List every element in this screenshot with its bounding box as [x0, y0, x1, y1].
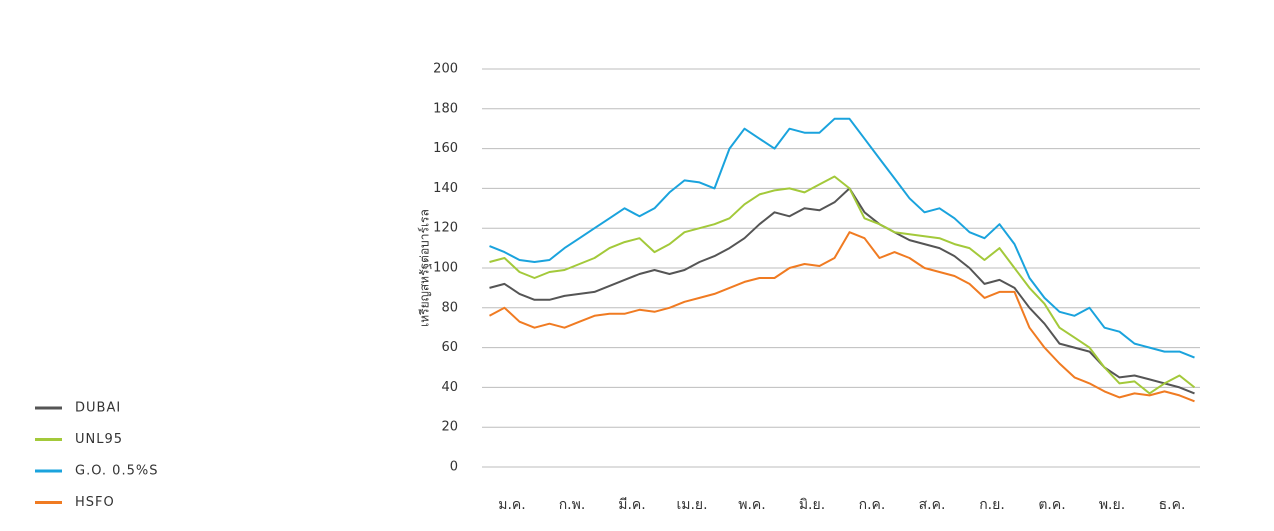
y-tick-label: 200 — [433, 62, 458, 77]
y-tick-label: 100 — [433, 261, 458, 276]
x-tick-label: มิ.ย. — [799, 497, 825, 513]
x-tick-label: ก.ค. — [859, 497, 886, 513]
y-tick-label: 120 — [433, 221, 458, 236]
x-tick-label: มี.ค. — [618, 497, 646, 513]
series-line — [489, 175, 1196, 395]
legend-label: UNL95 — [75, 432, 123, 447]
y-tick-label: 80 — [441, 300, 458, 315]
y-tick-label: 60 — [441, 340, 458, 355]
series-line — [489, 117, 1195, 359]
x-tick-label: พ.ค. — [738, 497, 766, 513]
x-tick-label: เม.ย. — [676, 497, 707, 513]
y-tick-label: 160 — [433, 141, 458, 156]
x-tick-label: ก.พ. — [559, 497, 586, 513]
x-tick-label: พ.ย. — [1099, 497, 1125, 513]
x-tick-label: ธ.ค. — [1159, 497, 1186, 513]
y-tick-label: 20 — [441, 420, 458, 435]
x-tick-label: ส.ค. — [919, 497, 946, 513]
legend-label: G.O. 0.5%S — [75, 464, 158, 479]
x-tick-label: ก.ย. — [979, 497, 1005, 513]
x-tick-label: ต.ค. — [1038, 497, 1065, 513]
legend-label: HSFO — [75, 495, 115, 510]
legend-label: DUBAI — [75, 401, 121, 416]
y-axis-label: เหรียญสหรัฐต่อบาร์เรล — [418, 209, 432, 327]
series-line — [489, 187, 1195, 395]
y-tick-label: 40 — [441, 380, 458, 395]
y-tick-label: 140 — [433, 181, 458, 196]
series-line — [489, 231, 1195, 403]
y-tick-label: 180 — [433, 101, 458, 116]
x-tick-label: ม.ค. — [498, 497, 526, 513]
y-tick-label: 0 — [450, 460, 458, 475]
